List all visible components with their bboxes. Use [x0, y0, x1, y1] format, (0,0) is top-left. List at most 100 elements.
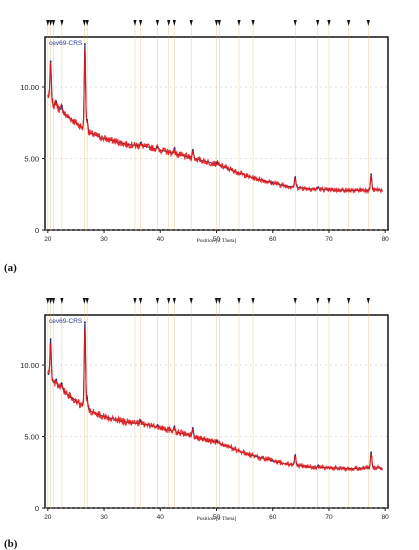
x-tick-label: 30	[100, 236, 108, 243]
peak-point	[317, 464, 320, 467]
peak-point	[173, 425, 176, 428]
reference-marker	[293, 298, 297, 304]
reference-marker	[366, 298, 370, 304]
peak-point	[49, 60, 52, 63]
peak-point	[191, 427, 194, 429]
x-axis-label: Position [2 Theta]	[197, 238, 237, 244]
reference-marker	[251, 298, 255, 304]
measured-series	[47, 328, 383, 473]
peak-point	[317, 186, 320, 189]
reference-marker	[49, 20, 53, 26]
panel-label-a: (a)	[4, 262, 17, 274]
x-tick-label: 70	[325, 236, 333, 243]
reference-marker	[133, 298, 137, 304]
x-tick-label: 20	[44, 236, 52, 243]
measured-series	[47, 49, 383, 195]
x-tick-label: 60	[269, 514, 277, 521]
peak-point	[139, 419, 142, 422]
reference-marker	[189, 298, 193, 304]
reference-marker	[85, 20, 89, 26]
reference-marker	[46, 20, 50, 26]
reference-marker	[49, 298, 53, 304]
reference-marker	[82, 20, 86, 26]
x-tick-label: 30	[100, 514, 108, 521]
xrd-chart-a: 0 5.00 10.00 20 30 40 50 60 70 80 Position [2 Thet…	[20, 20, 390, 244]
peak-point	[271, 459, 274, 462]
reference-marker	[155, 298, 160, 304]
reference-marker	[133, 20, 137, 26]
reference-marker	[217, 298, 221, 304]
reference-marker	[172, 298, 176, 304]
reference-marker	[138, 298, 143, 304]
reference-marker	[251, 20, 255, 26]
reference-marker	[214, 298, 219, 304]
x-tick-label: 20	[44, 514, 52, 521]
xrd-chart-b: 0 5.00 10.00 20 30 40 50 60 70 80 Position [2 Thet…	[20, 298, 390, 522]
peak-point	[216, 439, 218, 442]
reference-marker	[327, 298, 331, 304]
peak-point	[86, 119, 89, 121]
y-tick-label: 0	[35, 504, 39, 513]
peak-point	[60, 382, 63, 385]
x-tick-label: 50	[213, 236, 221, 243]
reference-marker	[51, 20, 56, 26]
reference-marker	[293, 20, 297, 26]
reference-marker	[167, 298, 171, 304]
x-tick-label: 60	[269, 236, 277, 243]
peak-point	[139, 141, 142, 144]
peak-point	[49, 338, 52, 341]
peak-point	[156, 424, 159, 426]
y-tick-label: 5.00	[24, 433, 39, 442]
reference-marker	[237, 20, 241, 26]
x-tick-label: 80	[382, 236, 390, 243]
y-tick-label: 0	[35, 226, 39, 235]
reference-marker	[347, 20, 351, 26]
reference-marker	[214, 20, 219, 26]
x-tick-label: 40	[157, 236, 165, 243]
reference-marker	[347, 298, 351, 304]
peak-point	[191, 149, 194, 151]
reference-marker	[155, 20, 160, 26]
peak-point	[84, 43, 86, 46]
reference-marker	[85, 298, 89, 304]
reference-marker	[316, 20, 320, 26]
reference-marker	[138, 20, 143, 26]
peak-point	[55, 100, 58, 103]
legend-label: cev69-CRS	[49, 318, 83, 325]
x-tick-label: 70	[325, 514, 333, 521]
peak-point	[86, 397, 89, 399]
peak-point	[370, 173, 373, 176]
reference-marker	[189, 20, 193, 26]
peak-point	[294, 454, 297, 457]
x-tick-label: 80	[382, 514, 390, 521]
legend-label: cev69-CRS	[49, 40, 83, 47]
x-axis-label: Position [2 Theta]	[197, 516, 237, 522]
peak-point	[216, 161, 218, 164]
reference-marker	[237, 298, 241, 304]
reference-marker	[51, 298, 56, 304]
peak-point	[173, 147, 176, 150]
reference-marker	[167, 20, 171, 26]
peak-point	[294, 176, 297, 179]
reference-marker	[316, 298, 320, 304]
reference-marker	[217, 20, 221, 26]
reference-marker	[60, 20, 64, 26]
reference-marker	[82, 298, 86, 304]
peak-point	[156, 146, 159, 148]
peak-point	[55, 378, 58, 381]
y-tick-label: 10.00	[20, 361, 39, 370]
y-tick-label: 10.00	[20, 83, 39, 92]
peak-point	[370, 451, 373, 454]
peak-point	[60, 104, 63, 107]
peak-point	[84, 321, 86, 324]
x-tick-label: 40	[157, 514, 165, 521]
reference-marker	[366, 20, 370, 26]
x-tick-label: 50	[213, 514, 221, 521]
peak-point	[271, 181, 274, 184]
reference-marker	[327, 20, 331, 26]
y-tick-label: 5.00	[24, 155, 39, 164]
panel-label-b: (b)	[4, 538, 18, 550]
reference-marker	[60, 298, 64, 304]
reference-marker	[172, 20, 176, 26]
reference-marker	[46, 298, 50, 304]
